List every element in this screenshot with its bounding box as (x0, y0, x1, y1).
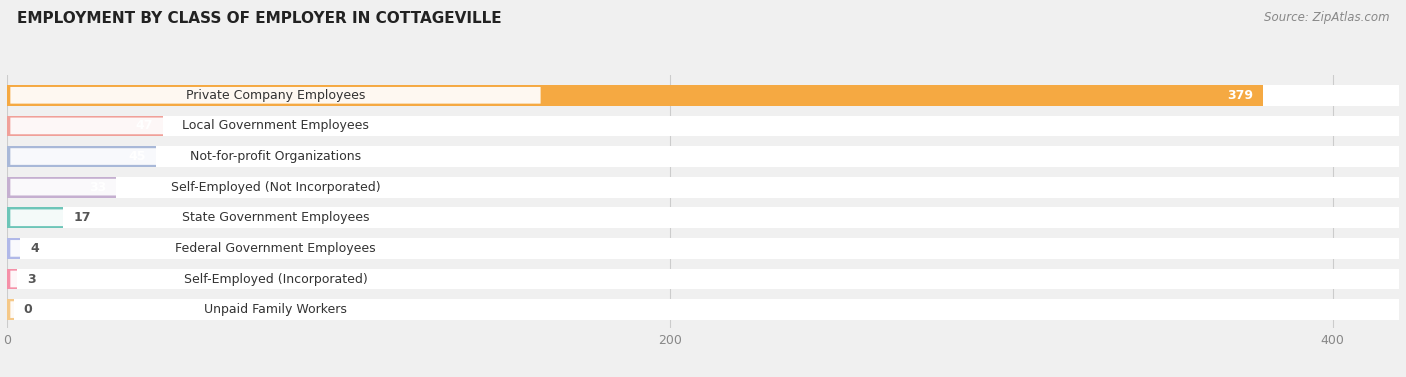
Text: Not-for-profit Organizations: Not-for-profit Organizations (190, 150, 361, 163)
Bar (7, 268, 17, 290)
Bar (7, 85, 1263, 106)
Bar (7, 207, 63, 228)
Bar (7, 85, 1399, 106)
Bar (7, 207, 1399, 228)
Text: 47: 47 (135, 120, 153, 132)
Text: EMPLOYMENT BY CLASS OF EMPLOYER IN COTTAGEVILLE: EMPLOYMENT BY CLASS OF EMPLOYER IN COTTA… (17, 11, 502, 26)
Text: 0: 0 (24, 303, 32, 316)
Text: Unpaid Family Workers: Unpaid Family Workers (204, 303, 347, 316)
Bar (7, 238, 1399, 259)
FancyBboxPatch shape (10, 301, 541, 318)
Text: Self-Employed (Not Incorporated): Self-Employed (Not Incorporated) (170, 181, 380, 194)
Text: Self-Employed (Incorporated): Self-Employed (Incorporated) (184, 273, 367, 285)
Text: Private Company Employees: Private Company Employees (186, 89, 366, 102)
Bar (7, 238, 20, 259)
Text: State Government Employees: State Government Employees (181, 211, 370, 224)
Text: 3: 3 (27, 273, 35, 285)
FancyBboxPatch shape (10, 148, 541, 165)
Bar (7, 299, 14, 320)
Bar (7, 177, 117, 198)
Text: 379: 379 (1227, 89, 1253, 102)
FancyBboxPatch shape (10, 271, 541, 287)
Text: Local Government Employees: Local Government Employees (181, 120, 368, 132)
Text: Source: ZipAtlas.com: Source: ZipAtlas.com (1264, 11, 1389, 24)
Text: 17: 17 (73, 211, 91, 224)
Bar (7, 177, 1399, 198)
Bar (7, 146, 1399, 167)
Bar (7, 115, 1399, 136)
FancyBboxPatch shape (10, 240, 541, 257)
Bar (7, 299, 1399, 320)
Bar (7, 115, 163, 136)
Text: Federal Government Employees: Federal Government Employees (176, 242, 375, 255)
Text: 33: 33 (89, 181, 107, 194)
FancyBboxPatch shape (10, 210, 541, 226)
FancyBboxPatch shape (10, 179, 541, 196)
FancyBboxPatch shape (10, 87, 541, 104)
Text: 45: 45 (129, 150, 146, 163)
Bar (7, 146, 156, 167)
Text: 4: 4 (31, 242, 39, 255)
Bar (7, 268, 1399, 290)
FancyBboxPatch shape (10, 118, 541, 134)
